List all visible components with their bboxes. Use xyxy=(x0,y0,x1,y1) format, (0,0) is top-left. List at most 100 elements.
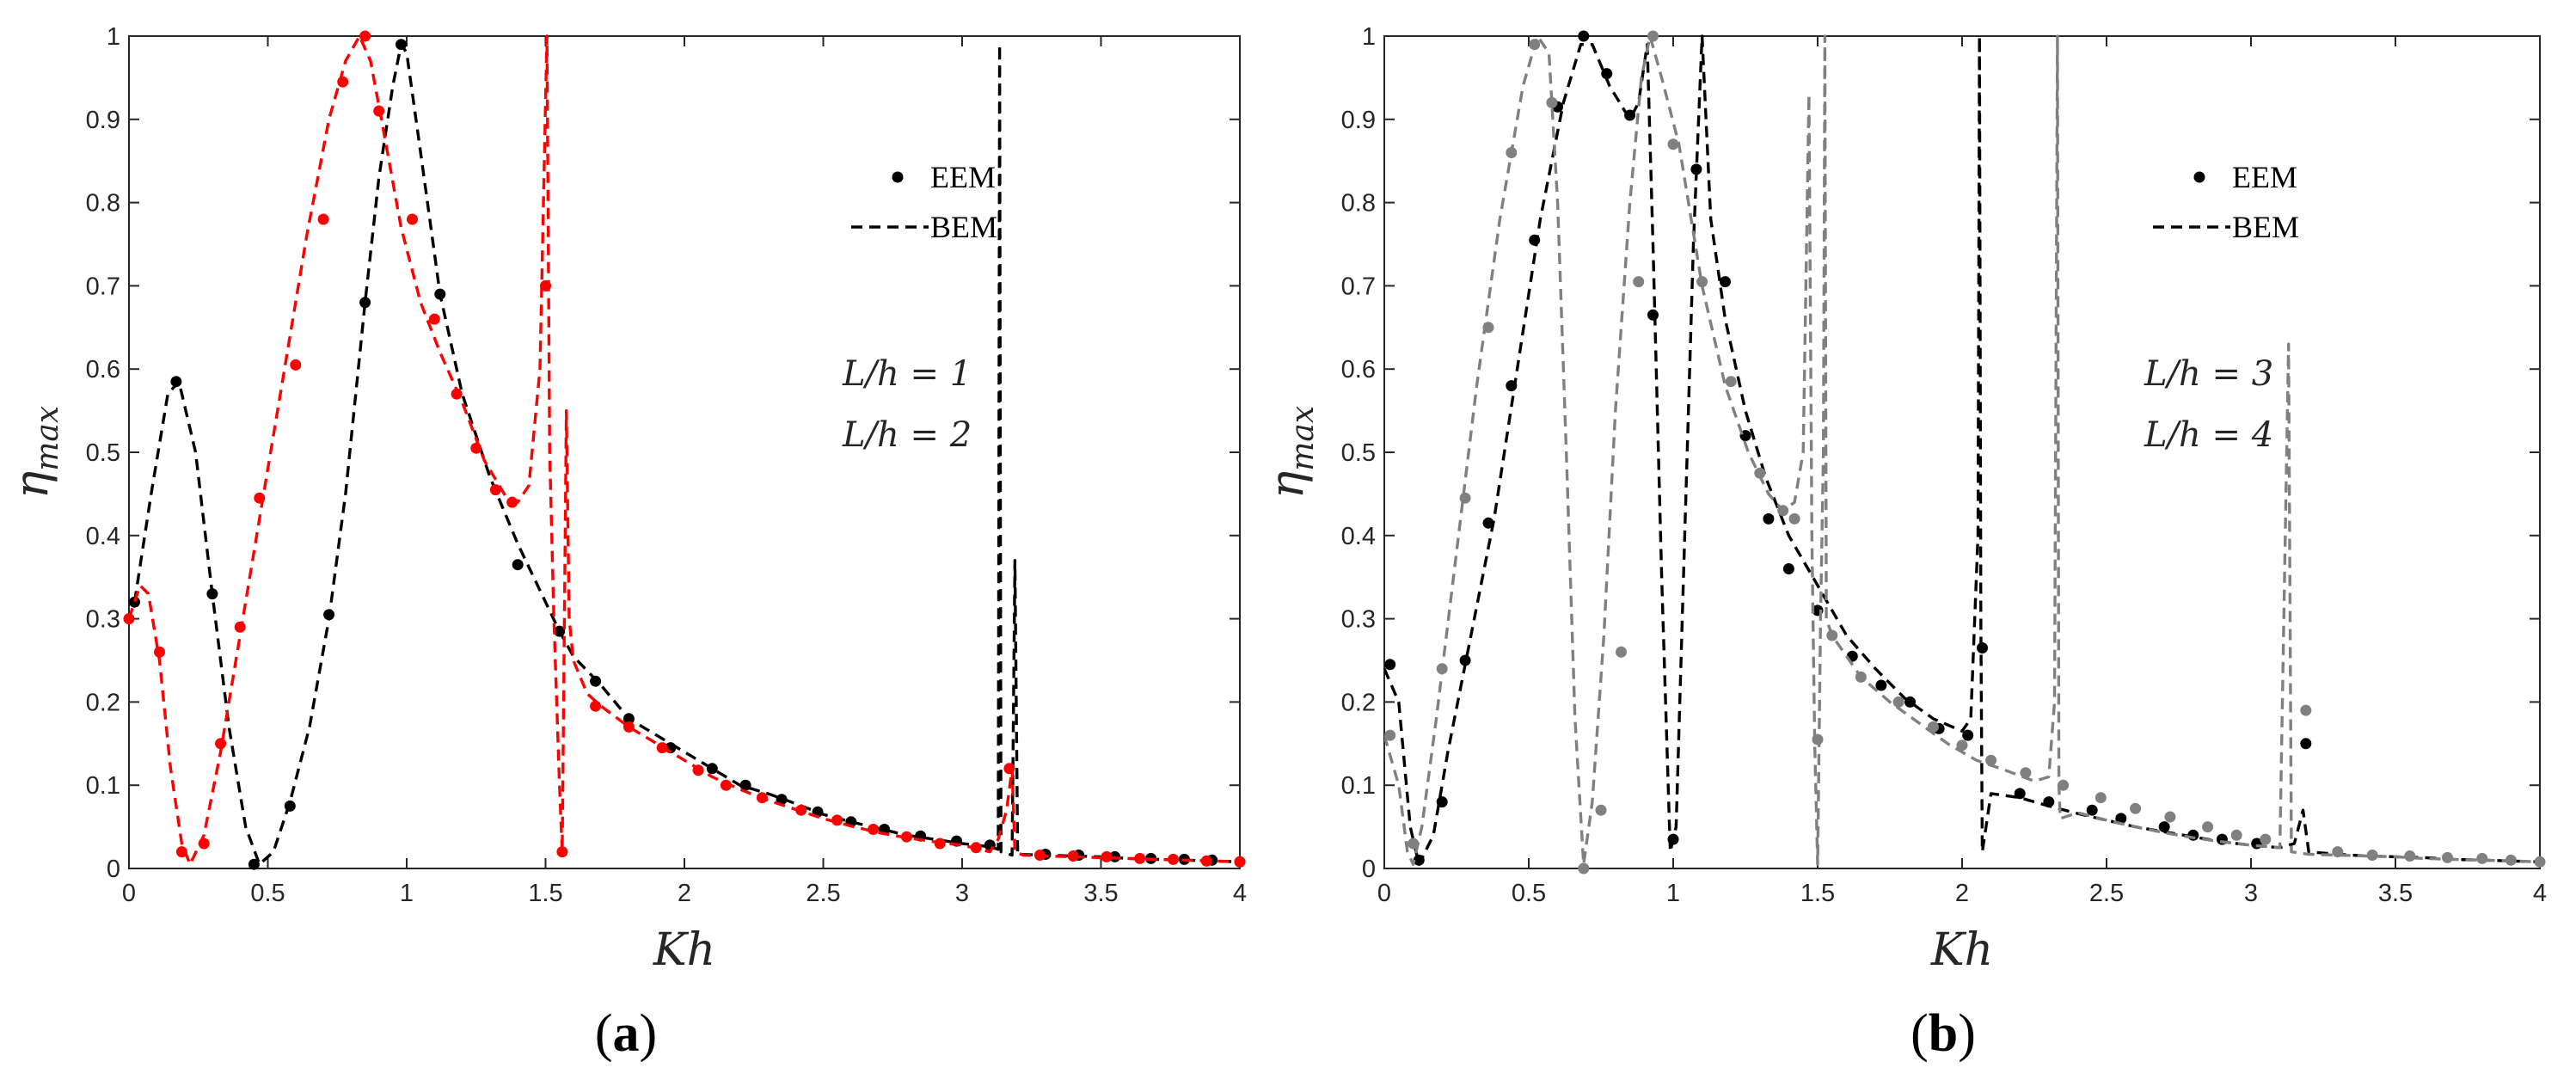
a-series-2-eem-point xyxy=(373,105,385,117)
b-legend-eem-label: EEM xyxy=(2232,160,2297,194)
a-series-2-eem-point xyxy=(1033,850,1046,861)
b-xtick-label: 4 xyxy=(2533,880,2547,907)
a-ytick-label: 0.5 xyxy=(86,439,120,467)
a-xtick-label: 1 xyxy=(400,880,414,907)
b-annotation-1: L/h = 3 xyxy=(2144,354,2273,394)
b-series-2-eem-point xyxy=(1647,30,1659,42)
b-series-2-eem-point xyxy=(2476,852,2488,864)
b-series-1-eem-point xyxy=(1506,380,1518,392)
a-series-1-eem-point xyxy=(776,794,788,806)
b-series-1-eem-point xyxy=(1962,729,1974,741)
b-series-2-eem-point xyxy=(2095,792,2107,804)
a-annotation-2: L/h = 2 xyxy=(842,415,972,455)
b-ytick-label: 0.8 xyxy=(1341,190,1376,218)
b-series-2-eem-point xyxy=(1529,39,1541,51)
a-series-2-eem-point xyxy=(795,804,807,816)
b-series-1-eem-point xyxy=(1690,163,1702,175)
a-xtick-label: 2.5 xyxy=(806,880,840,907)
a-xtick-label: 1.5 xyxy=(528,880,562,907)
b-ytick-label: 0.5 xyxy=(1341,439,1376,467)
a-series-2-eem-point xyxy=(234,621,246,633)
a-series-2-eem-point xyxy=(540,279,551,291)
b-series-1-eem-point xyxy=(2300,738,2312,750)
a-series-2-eem-point xyxy=(970,842,982,854)
a-series-1-bem-line xyxy=(132,43,1240,866)
b-series-2-eem-point xyxy=(2130,802,2142,814)
a-legend-eem-label: EEM xyxy=(930,160,996,194)
panel-a-caption: (a) xyxy=(595,1004,657,1063)
a-ytick-label: 0.6 xyxy=(86,356,120,384)
b-series-2-eem-point xyxy=(1506,147,1518,158)
b-series-1-eem-point xyxy=(1977,642,1988,654)
b-ytick-label: 0.4 xyxy=(1341,523,1376,550)
panel-b-caption: (b) xyxy=(1911,1004,1976,1063)
b-series-1-eem-point xyxy=(1647,309,1659,321)
b-series-1-eem-point xyxy=(2043,796,2055,808)
b-series-1-eem-point xyxy=(1720,276,1731,288)
a-series-1-eem-point xyxy=(434,288,446,300)
a-series-1-eem-point xyxy=(706,763,718,775)
a-ytick-label: 0.9 xyxy=(86,107,120,134)
a-series-2-eem-point xyxy=(337,76,349,88)
panel-a-caption-close: ) xyxy=(640,1004,658,1063)
b-ytick-label: 0.9 xyxy=(1341,107,1376,134)
b-xtick-label: 0.5 xyxy=(1512,880,1546,907)
b-series-1-eem-point xyxy=(1482,517,1494,529)
b-series-1-eem-point xyxy=(1667,833,1679,845)
b-annotation-2: L/h = 4 xyxy=(2144,415,2273,455)
b-legend-eem-marker xyxy=(2193,171,2205,183)
b-series-2-eem-point xyxy=(1595,804,1607,816)
a-xtick-label: 4 xyxy=(1233,880,1247,907)
b-series-2-eem-point xyxy=(2300,704,2312,716)
b-ytick-label: 0.6 xyxy=(1341,356,1376,384)
a-series-2-eem-point xyxy=(123,613,135,625)
a-series-2-eem-point xyxy=(175,846,187,858)
b-series-2-eem-point xyxy=(2332,846,2344,858)
b-series-1-eem-point xyxy=(1763,512,1775,525)
a-series-2-eem-point xyxy=(720,779,732,791)
a-series-1-eem-point xyxy=(590,675,602,687)
b-series-1-bem-line xyxy=(1384,34,2540,866)
a-series-1-eem-point xyxy=(396,39,407,51)
a-ytick-label: 0.8 xyxy=(86,190,120,218)
a-legend-bem-label: BEM xyxy=(930,210,997,244)
b-series-1-eem-point xyxy=(1578,30,1590,42)
a-legend-eem-marker xyxy=(892,171,904,183)
a-series-2-eem-point xyxy=(934,838,946,850)
a-xtick-label: 3 xyxy=(955,880,969,907)
b-ytick-label: 0.1 xyxy=(1341,772,1376,800)
a-series-2-eem-point xyxy=(1003,763,1015,775)
a-ytick-label: 1 xyxy=(107,23,120,51)
a-ytick-label: 0 xyxy=(107,856,120,883)
a-ylabel-main: η xyxy=(4,471,58,499)
b-ytick-label: 0.3 xyxy=(1341,606,1376,634)
b-series-2-eem-point xyxy=(1855,671,1867,683)
a-series-2-eem-point xyxy=(215,738,227,750)
a-ytick-label: 0.2 xyxy=(86,689,120,716)
b-xtick-label: 3.5 xyxy=(2378,880,2413,907)
b-ytick-label: 1 xyxy=(1362,23,1376,51)
b-series-2-eem-point xyxy=(1546,96,1558,108)
a-ytick-label: 0.3 xyxy=(86,606,120,634)
a-series-2-eem-point xyxy=(506,496,518,508)
b-series-1-eem-point xyxy=(1413,854,1425,866)
b-series-1-eem-point xyxy=(1384,659,1396,671)
b-series-2-eem-point xyxy=(1633,276,1645,288)
a-series-1-eem-point xyxy=(206,588,218,600)
b-series-2-eem-point xyxy=(2202,821,2214,833)
a-series-2-eem-point xyxy=(1200,855,1212,867)
a-ylabel: ηmax xyxy=(4,406,65,499)
a-series-1-eem-point xyxy=(129,596,140,608)
b-series-2-eem-point xyxy=(2442,851,2453,863)
a-series-2-eem-point xyxy=(556,846,568,858)
a-series-2-eem-point xyxy=(407,213,418,225)
a-series-2-eem-point xyxy=(428,313,440,325)
b-series-1-eem-point xyxy=(2158,821,2170,833)
a-series-2-bem-line xyxy=(129,34,1240,866)
b-series-2-eem-point xyxy=(2058,779,2070,791)
a-series-2-eem-point xyxy=(831,814,843,826)
b-ylabel-sub: max xyxy=(1285,406,1321,471)
b-series-2-eem-point xyxy=(1956,739,1968,752)
a-series-2-eem-point xyxy=(451,388,463,400)
b-xtick-label: 2.5 xyxy=(2089,880,2124,907)
